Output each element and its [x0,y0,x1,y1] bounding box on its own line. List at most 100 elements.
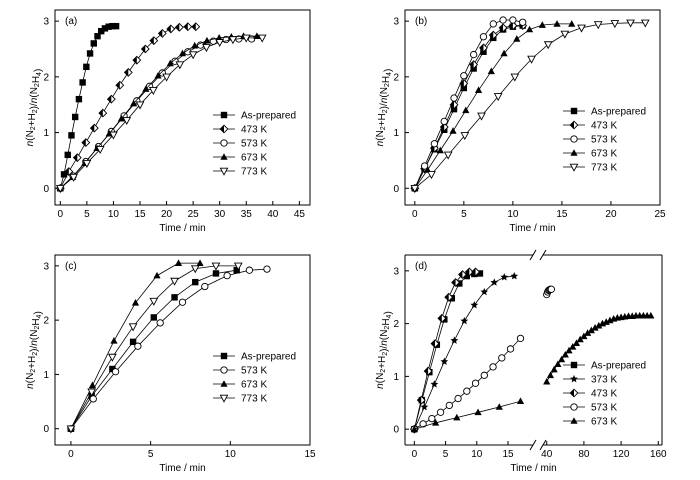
data-point [108,353,117,362]
panel-label: (c) [65,261,77,272]
data-point [450,94,458,102]
data-point [560,30,570,39]
axis-break-mark [539,439,547,451]
data-point-half [460,79,464,88]
data-point [257,34,267,43]
x-tick-label: 25 [188,209,200,220]
data-point [565,346,573,354]
panel-a: 0 5 10 15 20 25 30 35 40 45 0 1 2 3 (a) Time / min [43,9,311,234]
data-point [450,105,458,113]
x-tick-label: 80 [578,449,590,460]
data-point [456,280,463,287]
data-point [506,345,515,353]
legend-marker [570,403,578,411]
data-point [420,162,429,170]
data-point [112,22,120,30]
data-point [553,20,561,27]
data-point [110,336,118,344]
data-point-half [450,100,455,109]
x-tick-label: 0 [412,449,418,460]
data-point [130,99,138,107]
data-point [527,55,536,64]
legend: As-prepared 473 K 573 K 673 K 773 K [213,111,296,178]
data-point [111,368,120,376]
data-point [223,271,231,280]
data-point [215,39,225,48]
data-point-half [489,31,494,39]
legend-entry: 473 K [591,389,617,400]
data-point [453,413,461,421]
data-point [509,16,517,24]
x-tick-label: 0 [68,449,74,460]
legend-marker [220,352,228,360]
data-point-half [440,123,445,131]
legend-entry: As-prepared [591,361,646,372]
data-point [550,365,558,373]
data-point-half [124,68,129,77]
data-point-half [509,21,513,30]
data-point [87,388,97,397]
data-point [476,270,484,277]
data-point-half [444,293,449,302]
data-point [460,84,468,92]
data-point [454,394,462,403]
x-tick-label: 10 [108,209,120,220]
x-axis-label: Time / min [510,463,556,474]
data-point [109,131,118,140]
legend-marker [220,380,228,387]
data-point [513,35,521,42]
data-point [516,334,525,343]
legend-marker [220,366,228,374]
legend-marker [570,374,578,383]
series-773-k [66,262,243,434]
legend-marker [219,167,229,176]
x-tick-label: 120 [613,449,630,460]
data-point [142,85,150,92]
y-tick-label: 3 [393,17,399,28]
x-tick-label: 0 [412,209,418,220]
y-tick-label: 2 [393,72,399,83]
series-673-k [411,20,576,192]
data-point [510,73,520,82]
data-point [647,311,655,319]
data-point [463,387,471,395]
data-point-half [65,167,69,176]
data-point [470,301,479,309]
data-point [450,336,459,344]
data-point [440,117,448,126]
series-573-k [411,16,527,192]
data-point [153,271,161,279]
data-point-half [431,339,435,348]
axis-break-mark [529,249,537,261]
data-point [55,185,65,194]
data-point-half [458,270,463,279]
legend-marker [220,111,228,119]
y-tick-label: 2 [43,316,49,327]
y-tick-label: 1 [393,128,399,139]
series-line [60,35,257,189]
legend-entry: 573 K [241,366,267,377]
data-point [569,343,577,350]
y-tick-label: 3 [43,17,49,28]
x-tick-label: 10 [471,449,483,460]
data-point [462,106,470,114]
data-point [263,265,271,273]
data-point [419,420,427,428]
legend-entry: 773 K [591,163,617,174]
data-point-half [417,396,422,404]
panel-label: (d) [415,261,427,272]
series-line [59,26,196,189]
data-point [525,25,534,33]
data-point [202,44,211,53]
data-point [166,59,174,67]
series-line [70,268,268,429]
x-tick-label: 10 [507,209,519,220]
legend-entry: As-prepared [241,352,296,363]
series-line [70,265,239,429]
data-point [463,272,471,280]
data-point [474,408,482,416]
legend-marker [220,139,228,147]
data-point [150,314,158,321]
panel-b: 0 5 10 15 20 25 0 1 2 3 (b) Time / min [393,9,666,234]
x-tick-label: 5 [84,209,90,220]
